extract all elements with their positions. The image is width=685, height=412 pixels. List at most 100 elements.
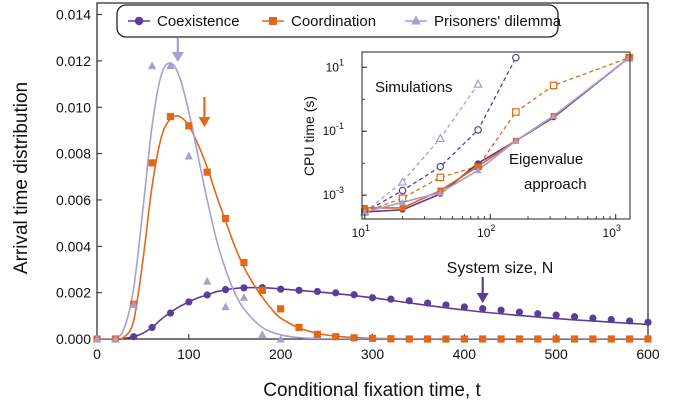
point-coordination bbox=[203, 168, 211, 176]
inset-point-eigenvalue-approach bbox=[625, 54, 633, 61]
y-tick-label-0.004: 0.004 bbox=[56, 238, 91, 254]
point-coordination bbox=[240, 258, 248, 267]
point-coordination bbox=[607, 335, 615, 343]
point-coordination bbox=[552, 335, 560, 343]
point-coordination bbox=[221, 214, 230, 223]
point-coexistence bbox=[570, 313, 579, 321]
point-coordination bbox=[166, 112, 175, 121]
inset-point-simulations bbox=[436, 173, 445, 182]
y-tick-label-0.014: 0.014 bbox=[56, 7, 91, 23]
arrow-head-1 bbox=[171, 52, 184, 62]
approach-annotation: approach bbox=[524, 176, 587, 193]
inset-point-eigenvalue-approach bbox=[361, 208, 369, 215]
point-coexistence bbox=[589, 314, 597, 322]
inset-x-tick-label-1: 101 bbox=[352, 223, 370, 240]
inset-point-simulations bbox=[512, 53, 520, 62]
curve-coordination bbox=[97, 115, 648, 339]
point-coexistence bbox=[405, 297, 413, 305]
point-coexistence bbox=[203, 291, 211, 299]
point-prisoners-dilemma bbox=[239, 293, 249, 301]
point-coexistence bbox=[460, 303, 468, 311]
inset-x-tick-label-3: 103 bbox=[603, 223, 621, 240]
point-coordination bbox=[479, 335, 487, 343]
point-coordination bbox=[148, 159, 156, 167]
inset-background bbox=[362, 52, 630, 219]
point-coordination bbox=[368, 334, 377, 342]
inset-point-simulations bbox=[512, 108, 520, 116]
point-coexistence bbox=[240, 284, 248, 292]
point-coordination bbox=[387, 335, 395, 343]
point-prisoners-dilemma bbox=[111, 334, 120, 343]
point-coordination bbox=[442, 335, 450, 343]
arrow-head-0 bbox=[476, 293, 489, 303]
legend-label-prisoners-dilemma: Prisoners' dilemma bbox=[434, 13, 562, 30]
point-coordination bbox=[295, 323, 303, 332]
point-coordination bbox=[460, 335, 468, 343]
point-coexistence bbox=[221, 286, 230, 294]
point-coexistence bbox=[497, 306, 505, 314]
point-coordination bbox=[277, 305, 285, 313]
main-arrows bbox=[171, 38, 489, 303]
system-size-annotation: System size, N bbox=[447, 260, 554, 277]
point-coexistence bbox=[368, 294, 377, 302]
y-tick-label-0.002: 0.002 bbox=[56, 285, 91, 301]
inset-y-axis-label: CPU time (s) bbox=[301, 96, 317, 176]
y-tick-label-0.008: 0.008 bbox=[56, 146, 91, 162]
x-tick-label-500: 500 bbox=[544, 346, 568, 362]
legend-label-coexistence: Coexistence bbox=[157, 13, 240, 30]
inset-point-eigenvalue-approach bbox=[399, 198, 407, 206]
x-tick-label-400: 400 bbox=[453, 346, 477, 362]
point-coexistence bbox=[607, 315, 615, 324]
inset-point-simulations bbox=[474, 126, 482, 134]
point-coordination bbox=[424, 335, 432, 343]
point-coordination bbox=[332, 333, 340, 341]
point-coordination bbox=[626, 335, 634, 343]
inset-point-simulations bbox=[435, 133, 446, 143]
point-coexistence bbox=[626, 317, 634, 325]
inset-points bbox=[360, 53, 633, 216]
point-prisoners-dilemma bbox=[166, 61, 175, 70]
inset-point-eigenvalue-approach bbox=[436, 189, 444, 196]
point-prisoners-dilemma bbox=[276, 334, 285, 343]
inset-point-simulations bbox=[473, 79, 483, 88]
point-coordination bbox=[497, 335, 505, 343]
x-tick-label-100: 100 bbox=[177, 346, 201, 362]
point-prisoners-dilemma bbox=[147, 61, 157, 70]
point-coordination bbox=[570, 335, 579, 343]
main-y-axis-label: Arrival time distribution bbox=[11, 82, 32, 274]
point-coordination bbox=[589, 335, 597, 343]
point-prisoners-dilemma bbox=[258, 330, 267, 338]
point-coordination bbox=[258, 286, 266, 294]
inset-point-eigenvalue-approach bbox=[512, 137, 520, 144]
point-coexistence bbox=[130, 333, 138, 341]
y-tick-label-0.012: 0.012 bbox=[56, 53, 91, 69]
inset-y-tick-label--1: 10-1 bbox=[323, 121, 344, 138]
inset-point-eigenvalue-approach bbox=[475, 163, 482, 170]
legend-marker-coordination bbox=[269, 17, 277, 25]
inset-line-simulations-2 bbox=[364, 83, 479, 213]
inset-y-tick-label--3: 10-3 bbox=[323, 185, 344, 202]
point-coexistence bbox=[424, 299, 432, 307]
point-coordination bbox=[644, 335, 652, 343]
eigenvalue-annotation: Eigenvalue bbox=[509, 151, 583, 168]
point-prisoners-dilemma bbox=[221, 302, 230, 311]
inset-point-eigenvalue-approach bbox=[399, 204, 406, 211]
inset-point-eigenvalue-approach bbox=[474, 166, 482, 174]
point-coordination bbox=[405, 335, 413, 343]
point-coexistence bbox=[148, 323, 156, 332]
arrow-head-2 bbox=[198, 117, 211, 127]
inset-point-simulations bbox=[398, 186, 407, 195]
y-tick-label-0.010: 0.010 bbox=[56, 99, 91, 115]
inset-point-simulations bbox=[436, 162, 445, 171]
point-coexistence bbox=[277, 285, 285, 293]
point-coexistence bbox=[442, 301, 450, 309]
legend: Coexistence Coordination Prisoners' dile… bbox=[116, 4, 562, 38]
point-coordination bbox=[534, 335, 542, 343]
x-tick-label-200: 200 bbox=[269, 346, 293, 362]
inset-point-eigenvalue-approach bbox=[550, 112, 558, 119]
inset-x-tick-label-2: 102 bbox=[477, 223, 495, 240]
point-prisoners-dilemma bbox=[92, 334, 102, 343]
point-coexistence bbox=[644, 318, 652, 326]
point-coexistence bbox=[166, 309, 175, 317]
